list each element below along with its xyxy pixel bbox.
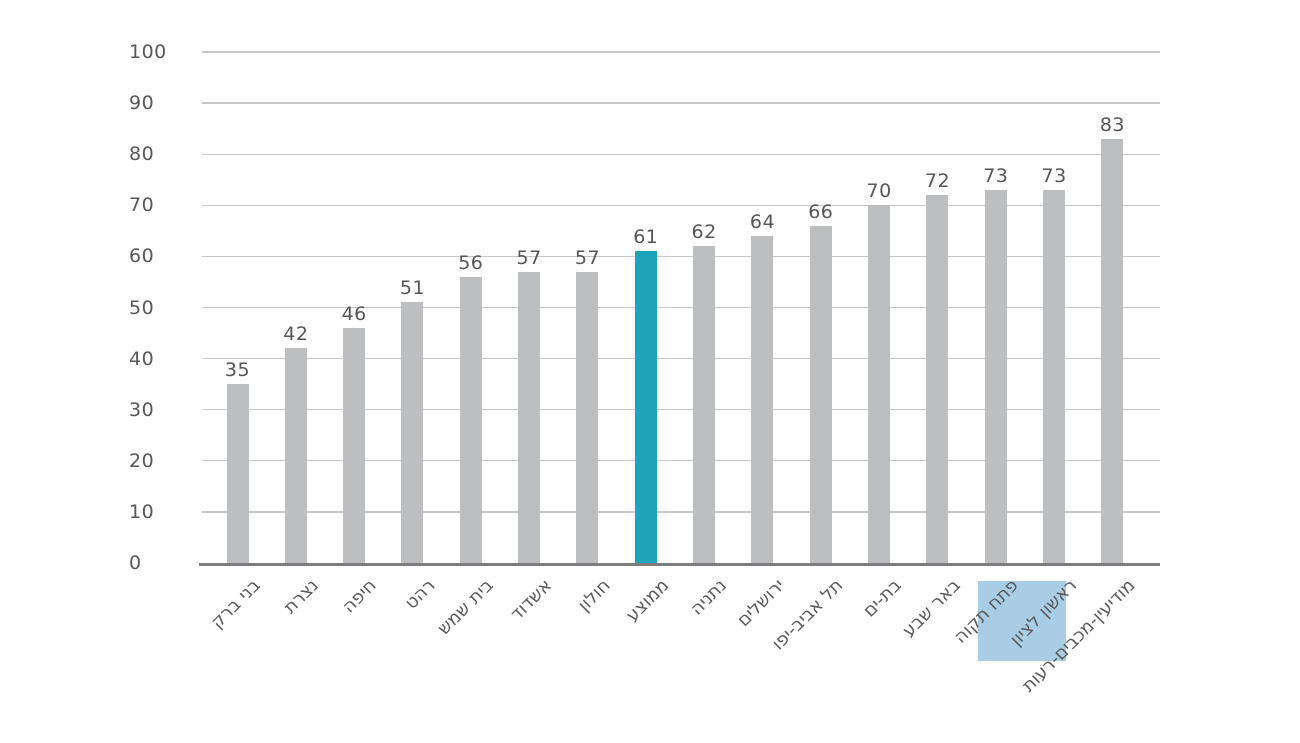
bar-value-label: 56 [458, 251, 484, 274]
bar [401, 302, 424, 563]
bar-value-label: 62 [691, 221, 717, 244]
bar-value-label: 64 [749, 210, 776, 233]
x-axis-category-label: ירושלים [733, 575, 790, 631]
y-axis-tick-label: 10 [129, 500, 155, 523]
y-axis-tick-label: 60 [129, 245, 155, 268]
bar [693, 246, 716, 563]
bar [226, 384, 249, 563]
x-axis-category-label: נצרת [279, 575, 323, 619]
y-axis-tick-label: 20 [129, 449, 155, 472]
y-axis-tick-label: 90 [129, 92, 155, 115]
highlighted-bar [634, 251, 657, 563]
bar [518, 271, 541, 563]
x-axis-category-label: בת-ים [859, 575, 906, 622]
bar-value-label: 61 [633, 226, 659, 249]
bar-value-label: 42 [283, 323, 309, 346]
gridline [202, 153, 1160, 155]
gridline [202, 255, 1160, 258]
gridline [202, 102, 1160, 104]
y-axis-tick-label: 80 [129, 143, 155, 166]
bar [284, 348, 307, 563]
gridline [202, 306, 1160, 309]
bar-value-label: 73 [983, 164, 1009, 187]
bar-value-label: 83 [1099, 113, 1126, 136]
bar [984, 189, 1007, 563]
bar-value-label: 73 [1041, 164, 1067, 187]
bar [1101, 138, 1124, 563]
x-axis-category-label: ממוצע [621, 575, 673, 627]
y-axis-tick-label: 30 [129, 398, 155, 421]
y-axis-tick-label: 70 [129, 194, 155, 217]
x-axis-line [199, 563, 1160, 566]
bar [576, 271, 599, 563]
y-axis-tick-label: 100 [129, 41, 167, 63]
bar [809, 225, 832, 563]
x-axis-category-label: נתניה [686, 575, 731, 620]
label-highlight-box [978, 581, 1067, 661]
bar [868, 205, 891, 563]
y-axis-tick-label: 40 [129, 347, 155, 370]
bar [343, 327, 366, 563]
gridline [202, 204, 1160, 206]
bar [459, 276, 482, 563]
x-axis-category-label: רהט [400, 575, 440, 614]
bar-value-label: 51 [399, 277, 426, 300]
gridline [202, 460, 1160, 462]
x-axis-category-label: אשדוד [506, 575, 557, 625]
gridline [202, 51, 1160, 53]
bar [926, 195, 949, 563]
x-axis-category-label: בני ברק [206, 575, 265, 633]
y-axis-tick-label: 50 [129, 296, 155, 319]
x-axis-category-label: בית שמש [433, 575, 498, 640]
bar-value-label: 35 [224, 359, 251, 382]
bar-value-label: 66 [808, 200, 834, 223]
bar-value-label: 72 [924, 170, 951, 193]
bar-value-label: 57 [516, 246, 542, 269]
gridline [202, 357, 1160, 360]
gridline [202, 409, 1160, 411]
gridline [202, 511, 1160, 513]
bar-value-label: 57 [574, 246, 601, 269]
bar [1043, 189, 1066, 563]
y-axis-tick-label: 0 [129, 552, 142, 574]
bar-value-label: 70 [866, 180, 892, 203]
bar-value-label: 46 [341, 302, 367, 325]
x-axis-category-label: חולון [573, 575, 615, 616]
x-axis-category-label: חיפה [338, 575, 382, 618]
bar [751, 235, 774, 563]
